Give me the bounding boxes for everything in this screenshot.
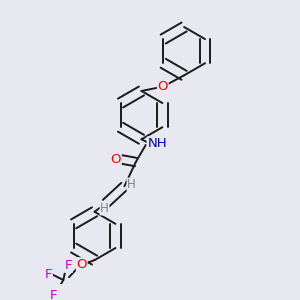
- Text: NH: NH: [147, 137, 167, 150]
- Text: O: O: [76, 258, 87, 271]
- Text: H: H: [127, 178, 136, 191]
- Text: O: O: [158, 80, 168, 93]
- Text: H: H: [100, 202, 109, 215]
- Text: F: F: [65, 259, 72, 272]
- Text: O: O: [111, 153, 121, 166]
- Text: F: F: [45, 268, 52, 281]
- Text: F: F: [50, 289, 58, 300]
